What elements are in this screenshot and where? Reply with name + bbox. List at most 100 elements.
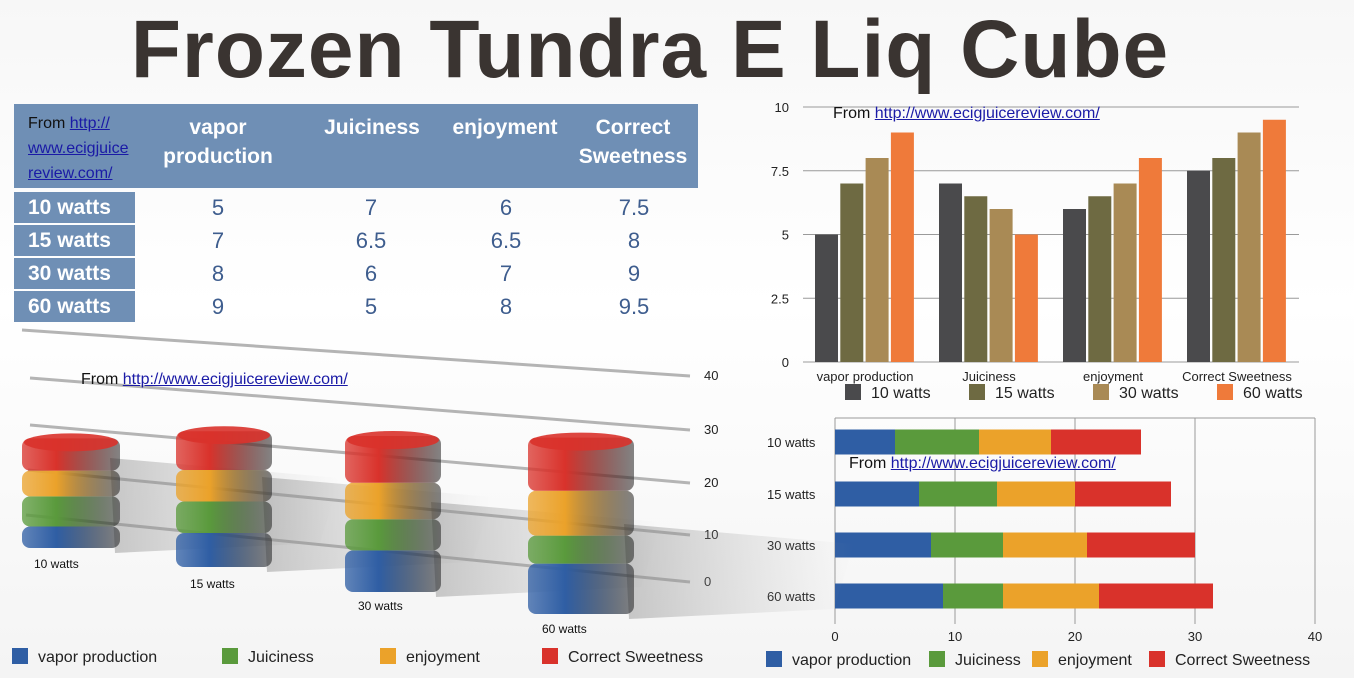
bar-chart-legend: 10 watts 15 watts 30 watts 60 watts — [845, 384, 1325, 404]
table-row-label: 15 watts — [14, 225, 135, 256]
bar-segment — [1099, 583, 1213, 609]
x-tick-label: 20 — [1068, 629, 1082, 644]
bar-segment — [176, 470, 272, 502]
bar-segment — [22, 526, 120, 548]
bar — [1014, 234, 1038, 362]
source-link[interactable]: http://www.ecigjuicereview.com/ — [122, 371, 348, 388]
bar-top-cap — [24, 433, 118, 452]
source-prefix: From — [849, 455, 887, 472]
source-link[interactable]: review.com/ — [28, 165, 113, 182]
bar-segment — [835, 429, 895, 455]
legend-item: 10 watts — [845, 384, 931, 403]
bar-segment — [345, 482, 441, 520]
table-cell: 8 — [499, 294, 513, 319]
category-label: 15 watts — [190, 577, 235, 591]
source-link[interactable]: http:// — [69, 115, 110, 132]
bar-segment — [997, 481, 1075, 507]
bar — [1237, 132, 1261, 362]
table-cell: 8 — [627, 228, 641, 253]
bar-segment — [1051, 429, 1141, 455]
legend-label: Correct Sweetness — [1175, 652, 1311, 669]
table-column-header: enjoyment — [435, 113, 575, 142]
bar — [964, 196, 988, 362]
table-cell: 6 — [499, 195, 513, 220]
legend-label: 10 watts — [871, 385, 931, 402]
column-header-line: production — [163, 145, 273, 168]
table-cell: 7.5 — [618, 195, 650, 220]
bar — [989, 209, 1013, 362]
bar — [815, 234, 838, 362]
table-source-note: From http:// www.ecigjuice review.com/ — [28, 111, 146, 186]
bar-segment — [345, 550, 441, 592]
table-cell: 8 — [211, 261, 225, 286]
gridline — [21, 328, 691, 378]
column-header-line: vapor — [189, 116, 247, 139]
x-tick-label: Correct Sweetness — [1182, 369, 1292, 384]
legend-swatch — [969, 384, 985, 400]
bar-top-cap — [178, 426, 270, 445]
y-tick-label: 0 — [782, 355, 789, 370]
category-label: 60 watts — [542, 622, 587, 636]
legend-swatch — [1217, 384, 1233, 400]
column-header-line: Sweetness — [578, 145, 688, 168]
source-prefix: From — [833, 105, 871, 122]
cube-chart-legend: vapor production Juiciness enjoyment Correc… — [12, 648, 732, 668]
category-label: 10 watts — [34, 557, 79, 571]
bar-top-cap — [347, 431, 439, 449]
cube-chart-source-note: From http://www.ecigjuicereview.com/ — [81, 371, 348, 389]
category-label: 30 watts — [358, 599, 403, 613]
y-tick-label: 40 — [704, 368, 718, 383]
table-column-header: Juiciness — [302, 113, 442, 142]
bar-segment — [1003, 583, 1099, 609]
table-cell: 7 — [499, 261, 513, 286]
bar-segment — [528, 490, 634, 536]
legend-item: 30 watts — [1093, 384, 1179, 403]
page-title: Frozen Tundra E Liq Cube — [130, 4, 1170, 95]
table-cell: 9 — [627, 261, 641, 286]
x-tick-label: 30 — [1188, 629, 1202, 644]
bar — [1113, 183, 1137, 362]
table-cell: 9.5 — [618, 294, 650, 319]
bar-segment — [1075, 481, 1171, 507]
legend-item: enjoyment — [380, 648, 480, 667]
column-header-line: Correct — [595, 116, 671, 139]
bar — [865, 158, 889, 362]
table-cell: 6.5 — [490, 228, 522, 253]
source-link[interactable]: http://www.ecigjuicereview.com/ — [874, 105, 1100, 122]
table-cell: 7 — [211, 228, 225, 253]
bar-segment — [979, 429, 1051, 455]
table-cell: 9 — [211, 294, 225, 319]
legend-swatch — [1032, 651, 1048, 667]
legend-label: Juiciness — [248, 649, 314, 666]
bar-segment — [1087, 532, 1195, 558]
bar — [840, 183, 864, 362]
legend-label: Juiciness — [955, 652, 1021, 669]
source-link[interactable]: http://www.ecigjuicereview.com/ — [890, 455, 1116, 472]
bar-segment — [919, 481, 997, 507]
legend-item: 60 watts — [1217, 384, 1303, 403]
legend-label: 60 watts — [1243, 385, 1303, 402]
table-row-label: 60 watts — [14, 291, 135, 322]
y-tick-label: 15 watts — [767, 487, 816, 502]
legend-swatch — [845, 384, 861, 400]
hbar-chart-source-note: From http://www.ecigjuicereview.com/ — [849, 455, 1116, 473]
bar-segment — [528, 563, 634, 614]
bar-segment — [345, 519, 441, 551]
legend-swatch — [380, 648, 396, 664]
legend-item: vapor production — [12, 648, 157, 667]
legend-label: Correct Sweetness — [568, 649, 704, 666]
legend-item: vapor production — [766, 651, 911, 670]
x-tick-label: 40 — [1308, 629, 1322, 644]
legend-swatch — [1093, 384, 1109, 400]
bar-segment — [176, 533, 272, 567]
legend-swatch — [1149, 651, 1165, 667]
y-tick-label: 5 — [782, 228, 789, 243]
x-tick-label: 0 — [831, 629, 838, 644]
source-link[interactable]: www.ecigjuice — [28, 140, 129, 157]
table-row-label: 10 watts — [14, 192, 135, 223]
table-column-header: vapor production — [148, 113, 288, 171]
bar-top-cap — [530, 432, 632, 451]
gridline — [29, 376, 691, 432]
legend-swatch — [929, 651, 945, 667]
